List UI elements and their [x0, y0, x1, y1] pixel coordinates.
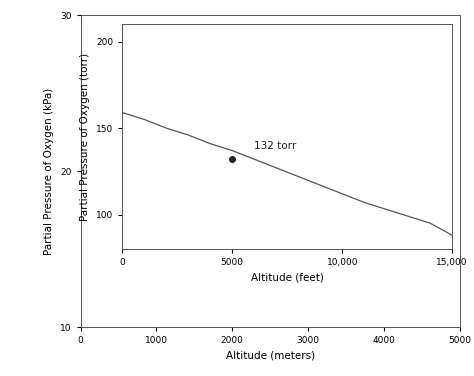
X-axis label: Altitude (feet): Altitude (feet) — [251, 273, 324, 283]
Y-axis label: Partial Pressure of Oxygen (torr): Partial Pressure of Oxygen (torr) — [81, 53, 91, 221]
X-axis label: Altitude (meters): Altitude (meters) — [226, 351, 315, 361]
Y-axis label: Partial Pressure of Oxygen (kPa): Partial Pressure of Oxygen (kPa) — [45, 88, 55, 255]
Text: 132 torr: 132 torr — [254, 141, 297, 151]
